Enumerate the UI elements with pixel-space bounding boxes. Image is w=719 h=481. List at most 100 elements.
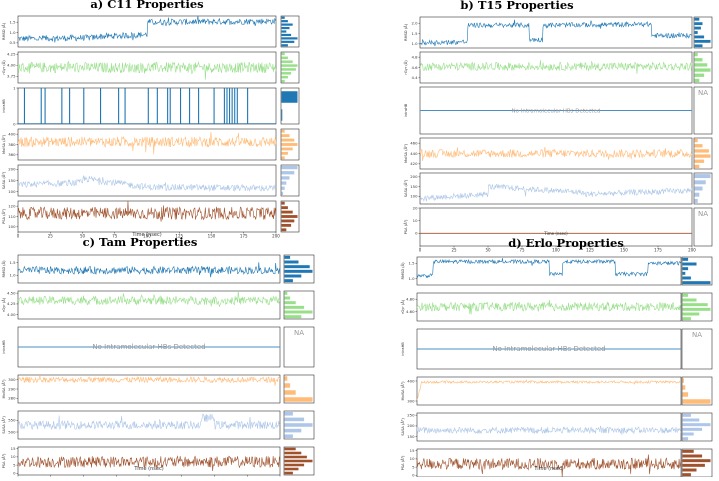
histogram-bar bbox=[281, 33, 292, 37]
x-tick-label: 75 bbox=[519, 248, 525, 253]
histogram-bar bbox=[284, 390, 296, 395]
histogram-bar bbox=[694, 186, 703, 191]
x-tick-label: 150 bbox=[208, 234, 216, 239]
histogram-bar bbox=[281, 176, 290, 180]
histogram-bar bbox=[682, 437, 689, 441]
x-tick-label: 125 bbox=[175, 234, 183, 239]
series-line bbox=[416, 425, 682, 435]
histogram-bar bbox=[281, 147, 293, 151]
series-line bbox=[419, 183, 693, 202]
y-tick-label: 2.0 bbox=[411, 21, 418, 26]
y-tick-label: 150 bbox=[407, 434, 415, 439]
y-axis-label: RMSD (Å) bbox=[403, 23, 408, 41]
histogram-bar bbox=[694, 164, 700, 169]
y-tick-label: 1.5 bbox=[9, 260, 16, 265]
y-axis-label: intraHB bbox=[2, 99, 6, 113]
histogram-bar bbox=[281, 23, 293, 26]
histogram-bar bbox=[281, 223, 292, 227]
histogram-bar bbox=[682, 307, 711, 311]
series-line bbox=[17, 200, 277, 222]
y-axis-label: SASA (Å²) bbox=[403, 179, 408, 197]
histogram-bar bbox=[682, 459, 711, 463]
histogram-bar bbox=[284, 397, 313, 402]
histogram-bar bbox=[281, 68, 296, 71]
histogram-bar bbox=[281, 52, 285, 56]
histogram-bar bbox=[694, 154, 711, 158]
series-line bbox=[17, 413, 281, 431]
histogram-bar bbox=[284, 423, 313, 427]
subplot-frame bbox=[419, 207, 693, 247]
histogram-bar bbox=[284, 305, 305, 309]
histogram-bar bbox=[694, 73, 705, 77]
histogram-bar bbox=[682, 427, 703, 431]
histogram-bar bbox=[682, 392, 689, 397]
histogram-bar bbox=[694, 192, 700, 197]
histogram-bar bbox=[281, 201, 285, 205]
y-tick-label: 0 bbox=[412, 473, 415, 477]
y-axis-label: RMSD (Å) bbox=[400, 262, 405, 280]
subplot-sasa: SASA (Å²)100 150 200 bbox=[403, 172, 713, 205]
y-tick-label: 500 bbox=[8, 429, 16, 434]
y-tick-label: 20 bbox=[413, 205, 418, 210]
y-axis-label: SASA (Å²) bbox=[400, 418, 405, 436]
y-tick-label: 1.0 bbox=[408, 276, 415, 281]
x-tick-label: 50 bbox=[485, 248, 491, 253]
histogram-bar bbox=[281, 79, 285, 83]
x-tick-label: 100 bbox=[552, 248, 560, 253]
y-axis-label: MolSA (Å²) bbox=[1, 134, 6, 154]
histogram-bar bbox=[281, 186, 285, 190]
histogram-bar bbox=[281, 64, 298, 67]
histogram-bar bbox=[281, 30, 287, 33]
y-tick-label: 15 bbox=[11, 446, 16, 451]
histogram-bar bbox=[281, 151, 288, 155]
subplot-frame bbox=[17, 87, 277, 125]
histogram-bar bbox=[281, 129, 285, 133]
y-tick-label: 4.00 bbox=[7, 63, 16, 68]
histogram-bar bbox=[284, 455, 307, 459]
y-axis-label: MolSA (Å²) bbox=[400, 381, 405, 401]
histogram-bar bbox=[281, 60, 293, 63]
x-tick-label: 25 bbox=[48, 234, 54, 239]
histogram-bar bbox=[284, 459, 313, 463]
histogram-bar bbox=[682, 399, 711, 404]
series-line bbox=[17, 61, 277, 80]
histogram-frame bbox=[693, 137, 713, 170]
histogram-bar bbox=[694, 35, 705, 39]
histogram-bar bbox=[682, 303, 708, 307]
histogram-bar bbox=[682, 317, 691, 321]
series-line bbox=[17, 455, 281, 472]
y-tick-label: 460 bbox=[410, 140, 418, 145]
x-axis-label: Time (nsec) bbox=[533, 466, 563, 472]
histogram-frame bbox=[681, 292, 713, 322]
chart-panel-3: d) Erlo Properties RMSD (Å) 1.0 1.5 rGyr (Å)… bbox=[400, 236, 713, 481]
subplot-frame bbox=[416, 448, 682, 478]
subplot-psa: PSA (Å²) 0 10 20 NA bbox=[403, 205, 713, 247]
subplot-rgyr: rGyr (Å) 4.60 4.80 bbox=[400, 292, 713, 322]
histogram-bar bbox=[281, 44, 288, 47]
y-axis-label: SASA (Å²) bbox=[1, 416, 6, 434]
na-label: NA bbox=[698, 210, 708, 218]
histogram-bar bbox=[694, 63, 708, 67]
y-axis-label: intraHB bbox=[2, 340, 6, 354]
y-tick-label: 4.8 bbox=[411, 54, 418, 59]
histogram-bar bbox=[284, 383, 291, 388]
subplot-molsa: MolSA (Å²) 280 290 300 bbox=[1, 374, 315, 404]
histogram-bar bbox=[694, 159, 705, 163]
histogram-frame bbox=[681, 412, 713, 442]
histogram-bar bbox=[694, 138, 698, 143]
histogram-frame bbox=[283, 254, 315, 284]
y-tick-label: 0 bbox=[13, 471, 16, 476]
histogram-bar bbox=[284, 291, 288, 295]
y-tick-label: 3.75 bbox=[7, 74, 16, 79]
y-tick-label: 150 bbox=[8, 178, 16, 183]
histogram-bar bbox=[284, 279, 293, 283]
chart-panel-1: b) T15 Properties RMSD (Å)1.0 1.5 2.0 rGyr (… bbox=[403, 0, 713, 253]
histogram-bar bbox=[281, 40, 295, 43]
y-tick-label: 110 bbox=[8, 214, 16, 219]
histogram-bar bbox=[284, 417, 305, 422]
histogram-bar bbox=[284, 451, 302, 455]
histogram-bar bbox=[284, 376, 288, 381]
y-tick-label: 0 bbox=[13, 121, 16, 126]
histogram-bar bbox=[694, 180, 706, 185]
